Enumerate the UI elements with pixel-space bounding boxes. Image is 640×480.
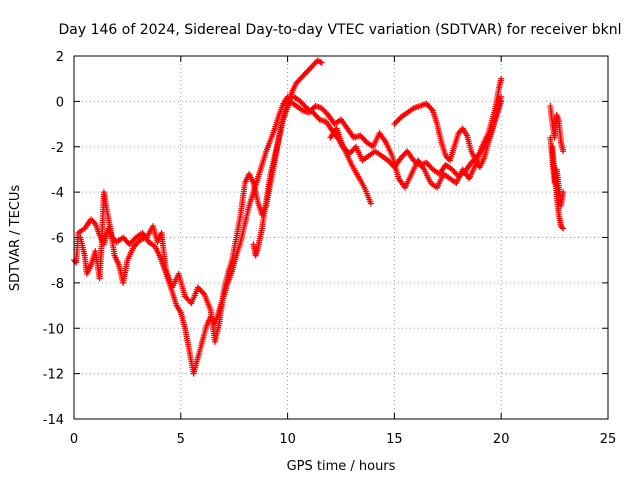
data-point (318, 59, 325, 66)
data-point (560, 189, 567, 196)
data-point (200, 289, 207, 296)
x-tick-label: 10 (279, 432, 296, 447)
series-track-3 (250, 75, 505, 259)
y-tick-label: -14 (43, 413, 64, 428)
x-axis-ticks: 0 5 10 15 20 25 (70, 56, 616, 447)
y-tick-label: 2 (56, 50, 64, 65)
y-axis-ticks: 2 0 -2 -4 -6 -8 -10 -12 -14 (43, 50, 608, 428)
x-tick-label: 15 (386, 432, 403, 447)
series-track-6 (547, 102, 567, 155)
series-track-5 (391, 93, 505, 171)
chart-title: Day 146 of 2024, Sidereal Day-to-day VTE… (59, 22, 622, 38)
y-tick-label: -2 (51, 141, 64, 156)
series-track-2 (77, 57, 325, 345)
grid (74, 56, 608, 419)
y-axis-label: SDTVAR / TECUs (8, 185, 23, 292)
x-axis-label: GPS time / hours (287, 459, 396, 474)
data-point (72, 258, 79, 265)
data-point (498, 75, 505, 82)
y-tick-label: -8 (51, 277, 64, 292)
y-tick-label: -6 (51, 232, 64, 247)
y-tick-label: -10 (43, 322, 64, 337)
data-point (560, 225, 567, 232)
y-tick-label: 0 (56, 95, 64, 110)
data-point (560, 148, 567, 155)
data-series (71, 57, 567, 377)
data-point (428, 106, 435, 113)
x-tick-label: 0 (70, 432, 78, 447)
data-point (367, 200, 374, 207)
y-tick-label: -4 (51, 186, 64, 201)
x-tick-label: 20 (493, 432, 510, 447)
x-tick-label: 25 (600, 432, 617, 447)
data-point (559, 224, 566, 231)
series-path (73, 96, 372, 374)
y-tick-label: -12 (43, 368, 64, 383)
series-track-8 (549, 143, 567, 232)
x-tick-label: 5 (177, 432, 185, 447)
data-point (498, 93, 505, 100)
